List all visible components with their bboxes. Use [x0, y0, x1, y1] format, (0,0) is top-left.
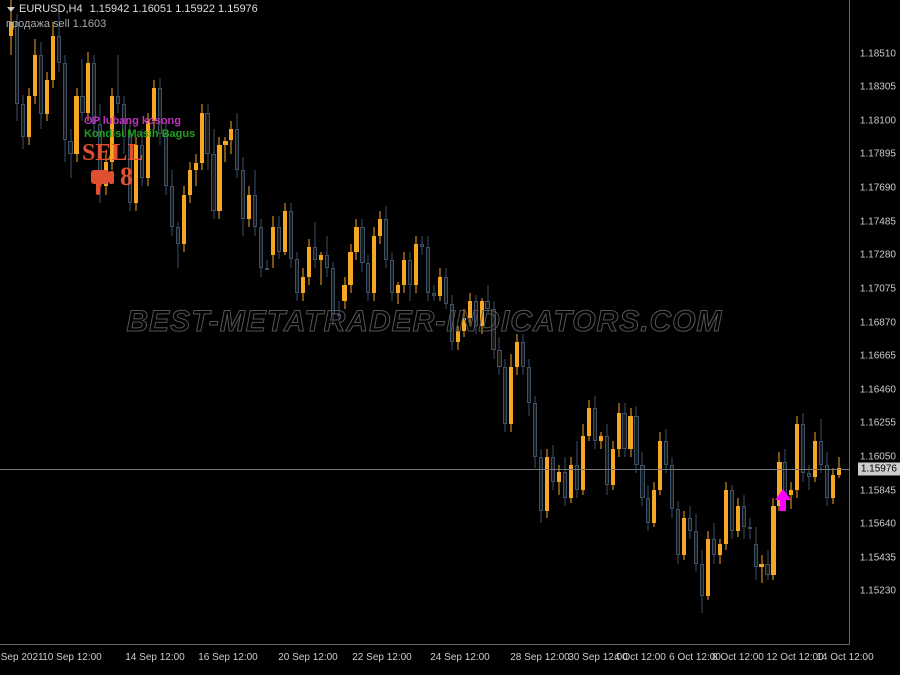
watermark: BEST-METATRADER-INDICATORS.COM: [126, 305, 722, 339]
y-tick-label: 1.15435: [860, 552, 896, 563]
indicator-caption: продажа sell 1.1603: [6, 18, 106, 30]
y-tick-label: 1.17690: [860, 183, 896, 194]
sell-signal-number: 8: [120, 162, 133, 192]
chart-area[interactable]: EURUSD,H4 1.15942 1.16051 1.15922 1.1597…: [0, 0, 850, 645]
x-tick-label: 14 Oct 12:00: [816, 652, 873, 663]
y-tick-label: 1.17280: [860, 250, 896, 261]
annotation-line-2: Kondisi Masih Bagus: [84, 128, 195, 140]
y-tick-label: 1.15640: [860, 519, 896, 530]
x-tick-label: 8 Oct 12:00: [712, 652, 764, 663]
x-tick-label: 8 Sep 2021: [0, 652, 44, 663]
current-price-tag: 1.15976: [858, 463, 900, 476]
y-tick-label: 1.17485: [860, 216, 896, 227]
ohlc-values: 1.15942 1.16051 1.15922 1.15976: [90, 3, 258, 15]
x-tick-label: 10 Sep 12:00: [42, 652, 102, 663]
y-tick-label: 1.15845: [860, 485, 896, 496]
x-tick-label: 14 Sep 12:00: [125, 652, 185, 663]
chevron-down-icon[interactable]: [6, 4, 16, 14]
y-tick-label: 1.18305: [860, 82, 896, 93]
y-tick-label: 1.16870: [860, 317, 896, 328]
current-price-line: [0, 469, 850, 470]
x-tick-label: 24 Sep 12:00: [430, 652, 490, 663]
x-tick-label: 22 Sep 12:00: [352, 652, 412, 663]
chart-header: EURUSD,H4 1.15942 1.16051 1.15922 1.1597…: [6, 3, 258, 15]
y-tick-label: 1.16050: [860, 451, 896, 462]
y-tick-label: 1.17075: [860, 283, 896, 294]
price-axis: 1.18510 1.18305 1.18100 1.17895 1.17690 1.174…: [850, 0, 900, 645]
x-tick-label: 16 Sep 12:00: [198, 652, 258, 663]
y-tick-label: 1.16255: [860, 418, 896, 429]
x-tick-label: 28 Sep 12:00: [510, 652, 570, 663]
y-tick-label: 1.18100: [860, 115, 896, 126]
sell-signal-label: SELL: [82, 140, 143, 167]
y-tick-label: 1.15230: [860, 586, 896, 597]
time-axis: 8 Sep 202110 Sep 12:00 14 Sep 12:00 16 Sep…: [0, 645, 850, 675]
y-tick-label: 1.16460: [860, 384, 896, 395]
symbol-title: EURUSD,H4: [19, 3, 83, 15]
x-tick-label: 12 Oct 12:00: [766, 652, 823, 663]
x-tick-label: 4 Oct 12:00: [614, 652, 666, 663]
x-tick-label: 20 Sep 12:00: [278, 652, 338, 663]
arrow-up-icon: [775, 489, 791, 517]
thumbs-down-icon: [90, 168, 116, 201]
y-tick-label: 1.17895: [860, 149, 896, 160]
y-tick-label: 1.18510: [860, 48, 896, 59]
y-tick-label: 1.16665: [860, 351, 896, 362]
annotation-line-1: OP lubang kosong: [84, 115, 181, 127]
